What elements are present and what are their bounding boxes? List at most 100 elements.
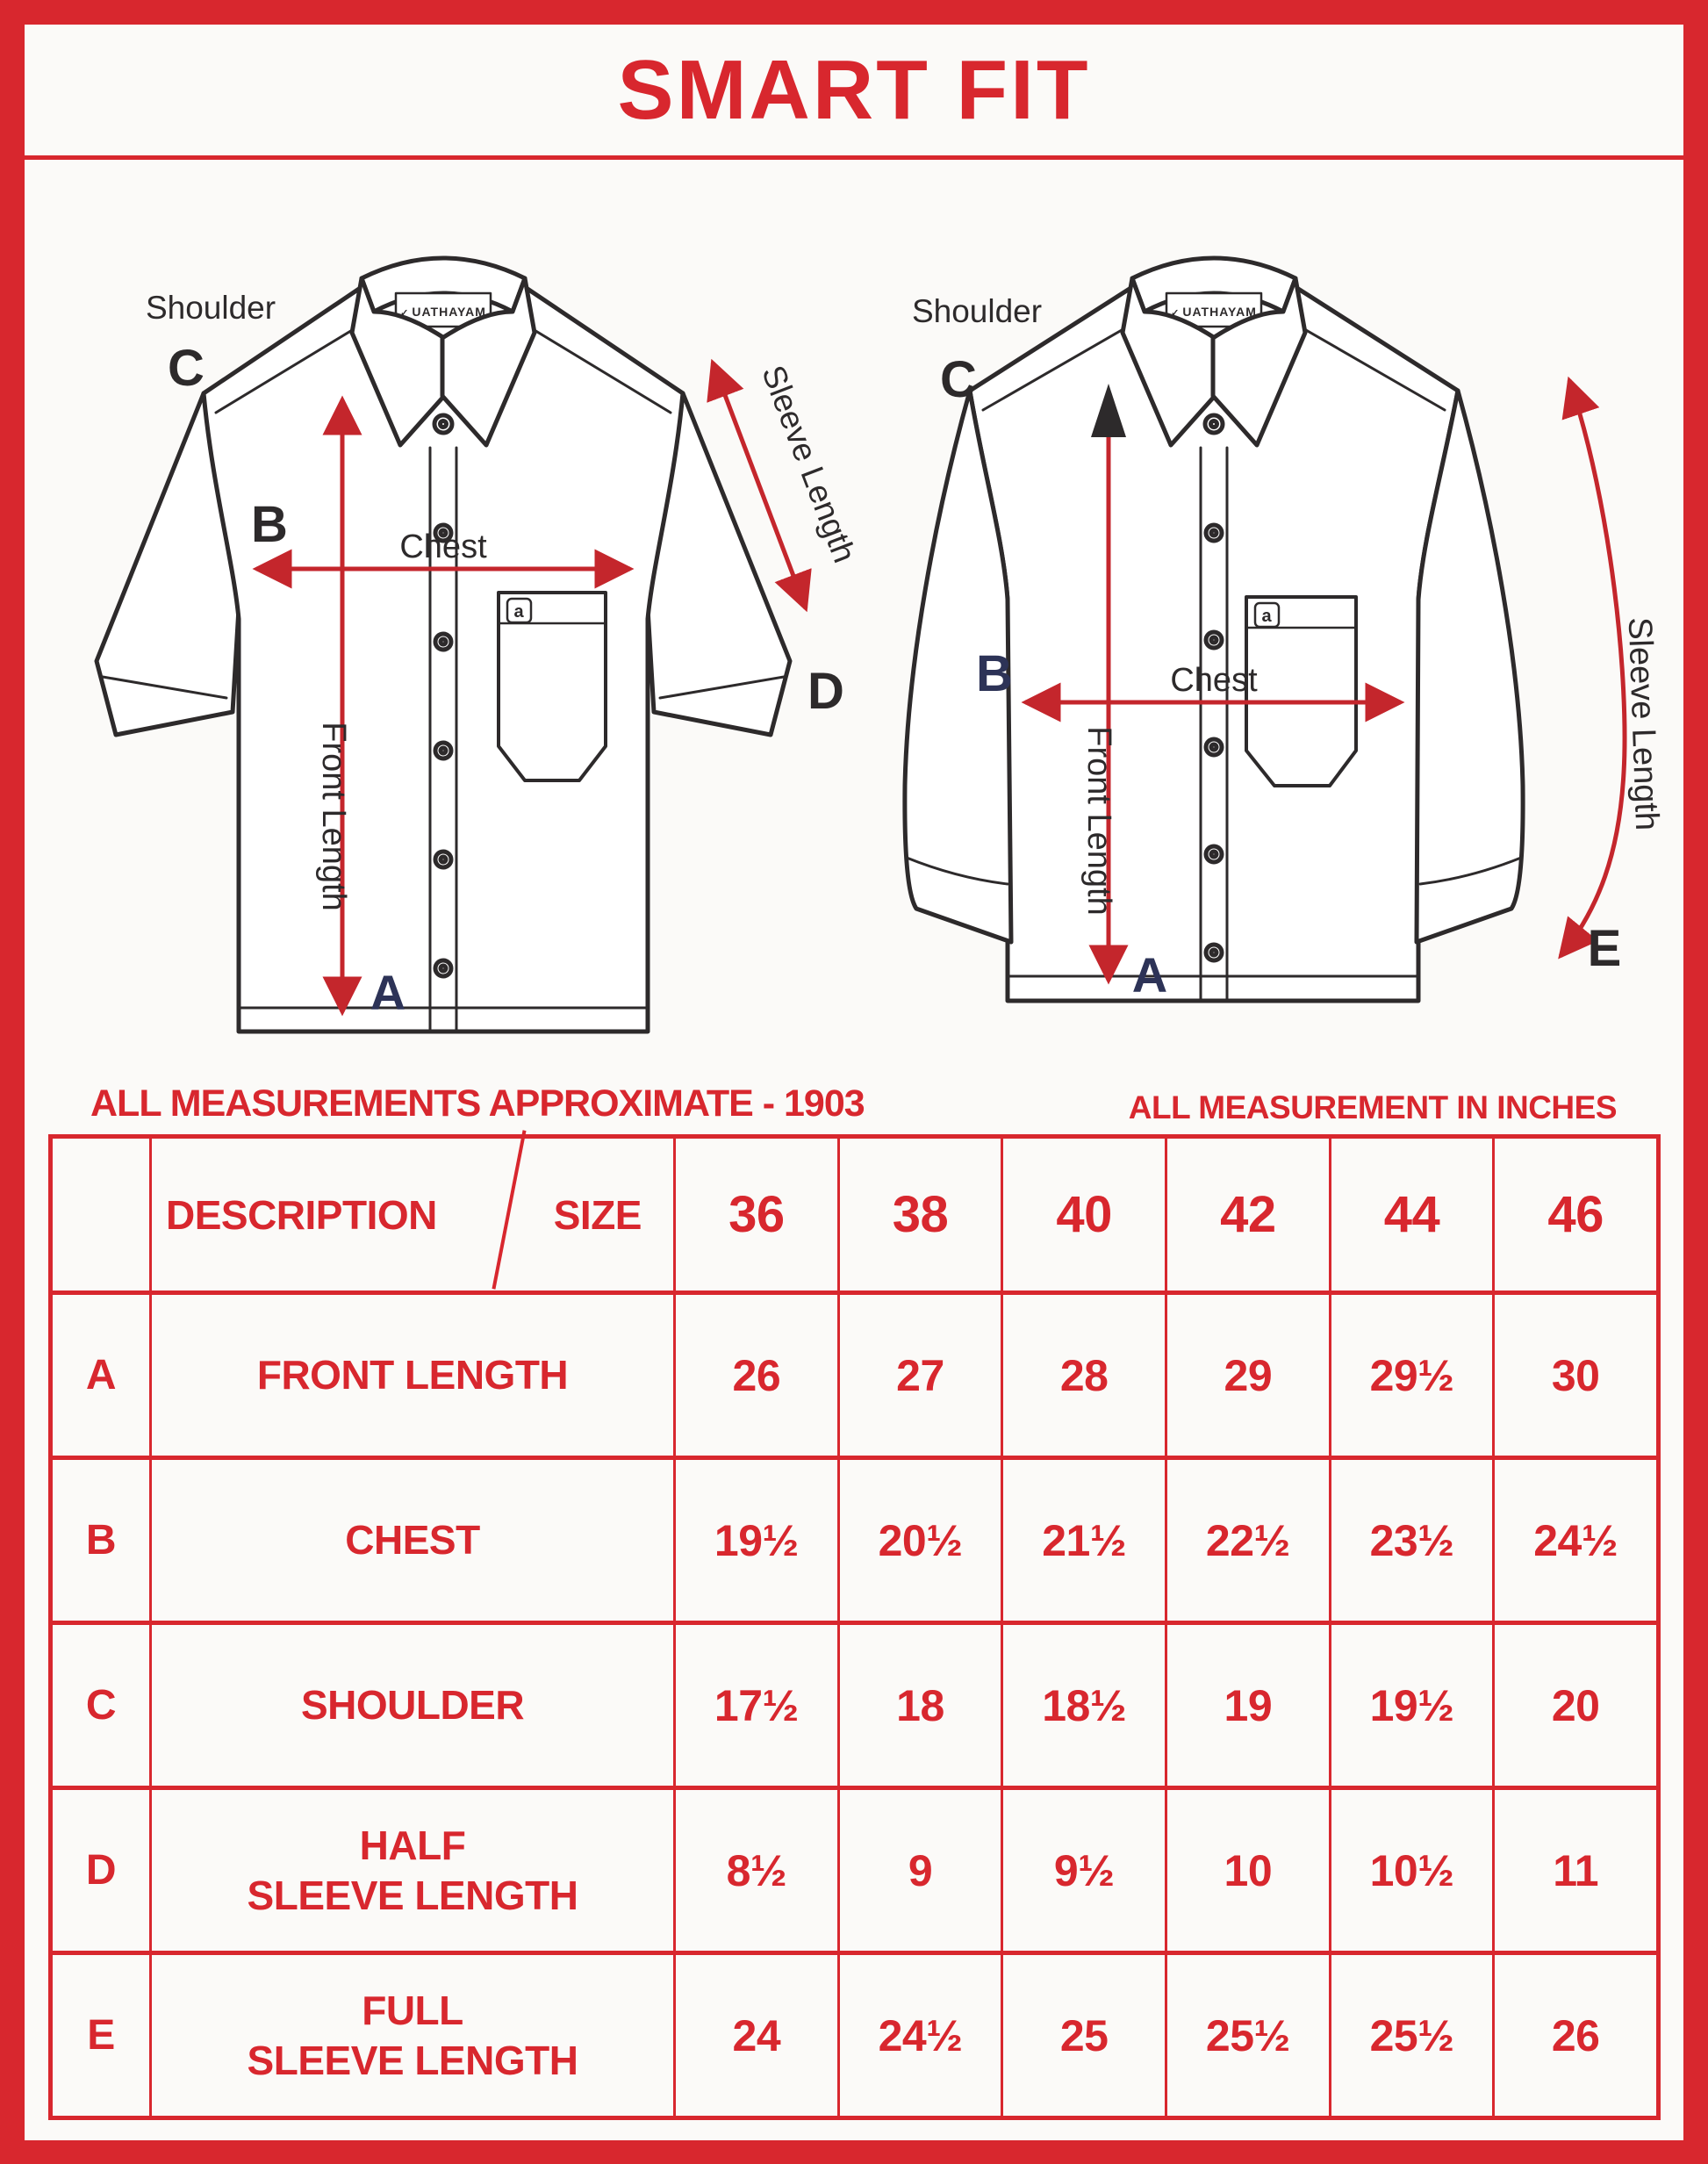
value-cell: 18½ — [1001, 1621, 1165, 1786]
row-desc-half-sleeve: HALF SLEEVE LENGTH — [149, 1786, 673, 1951]
size-col-40: 40 — [1001, 1139, 1165, 1290]
value-cell: 9 — [836, 1786, 1001, 1951]
sleeve-length-label: Sleeve Length — [1621, 616, 1665, 830]
sleeve-cuff-line — [101, 675, 228, 700]
description-header: DESCRIPTION — [166, 1191, 437, 1238]
pocket-logo-icon — [506, 597, 533, 624]
point-e-label: E — [1588, 920, 1622, 977]
value-cell: 8½ — [673, 1786, 837, 1951]
chest-pocket — [497, 591, 607, 782]
value-cell: 25½ — [1165, 1951, 1329, 2116]
title-banner: SMART FIT — [25, 25, 1683, 155]
value-cell: 19½ — [1328, 1621, 1493, 1786]
row-key-b: B — [53, 1456, 149, 1621]
pocket-logo-icon — [1253, 601, 1281, 629]
note-measurements-approximate: ALL MEASUREMENTS APPROXIMATE - 1903 — [90, 1082, 865, 1125]
value-cell: 20½ — [836, 1456, 1001, 1621]
row-desc-chest: CHEST — [149, 1456, 673, 1621]
value-cell: 9½ — [1001, 1786, 1165, 1951]
sleeve-cuff-line — [658, 675, 786, 700]
sleeve-length-arrow — [707, 358, 812, 613]
desc-line: SLEEVE LENGTH — [247, 2037, 578, 2083]
desc-line: SHOULDER — [300, 1682, 525, 1729]
front-length-label: Front Length — [315, 722, 352, 910]
note-measurement-inches: ALL MEASUREMENT IN INCHES — [1128, 1089, 1618, 1125]
point-a-label: A — [370, 965, 405, 1020]
collar-brand-text: ✓ UATHAYAM — [1171, 305, 1257, 319]
size-col-36: 36 — [673, 1139, 837, 1290]
value-cell: 24 — [673, 1951, 837, 2116]
half-sleeve-shirt-diagram: ✓ UATHAYAM a Shoulder C B Chest D Sleeve … — [94, 255, 863, 1034]
long-sleeve-left — [902, 388, 1014, 945]
brand-name: UATHAYAM — [1182, 305, 1257, 319]
size-chart-table: DESCRIPTION SIZE 36 38 40 42 44 46 A FRO… — [48, 1130, 1661, 2120]
pocket-logo-glyph: a — [513, 602, 524, 622]
buttons — [432, 413, 455, 979]
row-key-c: C — [53, 1621, 149, 1786]
value-cell: 24½ — [836, 1951, 1001, 2116]
value-cell: 19½ — [673, 1456, 837, 1621]
description-size-header: DESCRIPTION SIZE — [149, 1139, 673, 1290]
point-c-label: C — [168, 340, 205, 397]
yoke-line — [981, 315, 1146, 412]
row-key-d: D — [53, 1786, 149, 1951]
value-cell: 26 — [673, 1290, 837, 1456]
chest-label: Chest — [399, 528, 487, 565]
collar-brand-text: ✓ UATHAYAM — [400, 305, 486, 319]
value-cell: 11 — [1492, 1786, 1656, 1951]
value-cell: 30 — [1492, 1290, 1656, 1456]
value-cell: 26 — [1492, 1951, 1656, 2116]
value-cell: 27 — [836, 1290, 1001, 1456]
cuff-line — [905, 856, 1009, 886]
row-key-a: A — [53, 1290, 149, 1456]
corner-cell — [53, 1139, 149, 1290]
shoulder-label: Shoulder — [146, 290, 276, 326]
point-a-label: A — [1132, 947, 1167, 1003]
size-col-44: 44 — [1328, 1139, 1493, 1290]
title-divider — [25, 155, 1683, 160]
size-col-46: 46 — [1492, 1139, 1656, 1290]
front-length-label: Front Length — [1080, 726, 1117, 915]
value-cell: 17½ — [673, 1621, 837, 1786]
brand-check-icon: ✓ — [1171, 308, 1180, 319]
desc-line: SLEEVE LENGTH — [247, 1872, 578, 1918]
brand-check-icon: ✓ — [400, 308, 409, 319]
value-cell: 29 — [1165, 1290, 1329, 1456]
buttons — [1202, 413, 1225, 963]
full-sleeve-shirt-diagram: ✓ UATHAYAM a Shoulder C B Chest E Sleeve … — [902, 255, 1665, 1003]
pocket-logo-glyph: a — [1261, 607, 1272, 626]
value-cell: 25½ — [1328, 1951, 1493, 2116]
size-header: SIZE — [553, 1191, 642, 1238]
point-c-label: C — [940, 351, 977, 408]
collar-leaf-left — [349, 276, 447, 448]
yoke-line — [511, 315, 672, 414]
value-cell: 24½ — [1492, 1456, 1656, 1621]
value-cell: 22½ — [1165, 1456, 1329, 1621]
yoke-line — [214, 315, 376, 414]
size-col-38: 38 — [836, 1139, 1001, 1290]
value-cell: 25 — [1001, 1951, 1165, 2116]
front-length-top-arrowhead — [1091, 384, 1126, 437]
value-cell: 10 — [1165, 1786, 1329, 1951]
row-desc-shoulder: SHOULDER — [149, 1621, 673, 1786]
shoulder-label: Shoulder — [912, 293, 1042, 329]
page-title: SMART FIT — [617, 42, 1091, 137]
value-cell: 21½ — [1001, 1456, 1165, 1621]
desc-line: FULL — [362, 1988, 463, 2034]
yoke-line — [1281, 315, 1446, 412]
desc-line: HALF — [359, 1823, 466, 1869]
brand-name: UATHAYAM — [412, 305, 486, 319]
row-key-e: E — [53, 1951, 149, 2116]
collar-leaf-right — [1210, 276, 1308, 448]
chest-label: Chest — [1170, 662, 1258, 699]
point-b-label: B — [976, 645, 1013, 702]
sleeve-length-label: Sleeve Length — [755, 361, 863, 568]
row-desc-front-length: FRONT LENGTH — [149, 1290, 673, 1456]
sleeve-length-arrow — [1558, 376, 1627, 960]
value-cell: 18 — [836, 1621, 1001, 1786]
row-desc-full-sleeve: FULL SLEEVE LENGTH — [149, 1951, 673, 2116]
value-cell: 29½ — [1328, 1290, 1493, 1456]
desc-line: CHEST — [345, 1517, 480, 1564]
size-col-42: 42 — [1165, 1139, 1329, 1290]
value-cell: 28 — [1001, 1290, 1165, 1456]
